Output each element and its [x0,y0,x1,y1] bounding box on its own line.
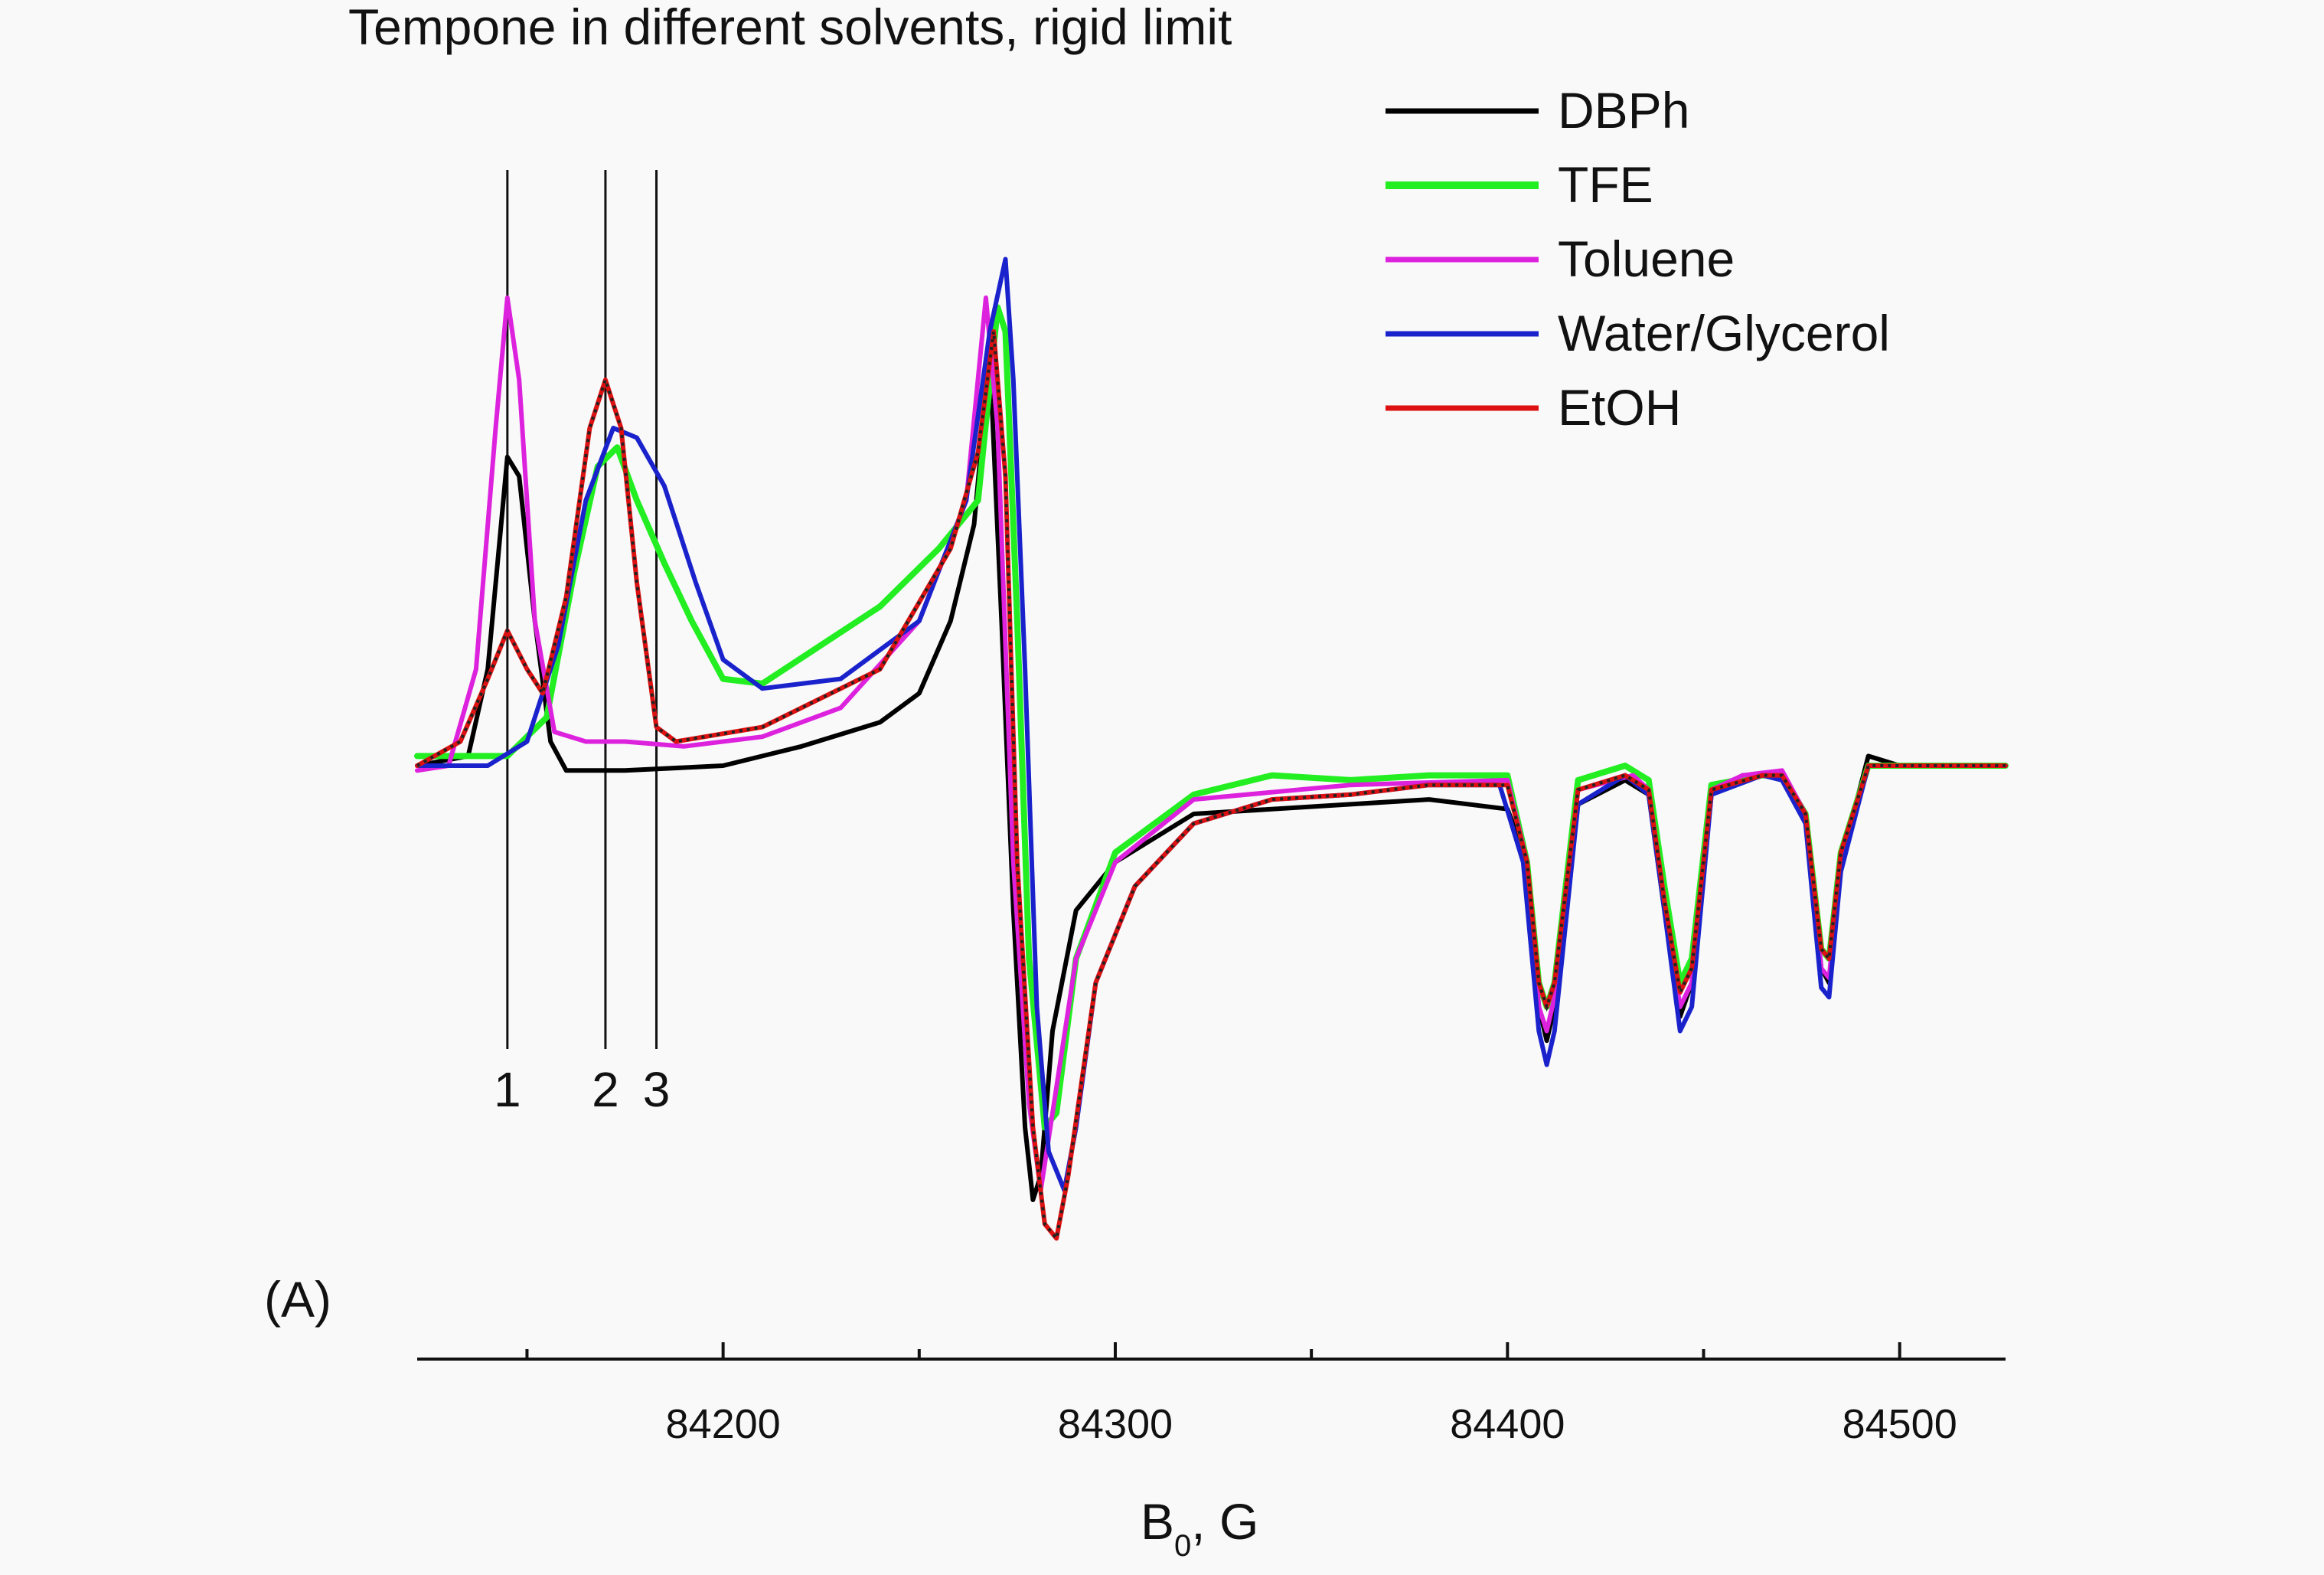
legend-label-dbph: DBPh [1558,82,1689,139]
chart-title: Tempone in different solvents, rigid lim… [348,0,1232,55]
legend-label-tfe: TFE [1558,156,1653,213]
legend: DBPh TFE Toluene Water/Glycerol EtOH [1386,82,1890,436]
x-tick-label: 84500 [1843,1401,1957,1447]
series-line-dotted-overlay [416,331,2006,1243]
x-axis-label-rest: , G [1191,1493,1258,1550]
x-tick-label: 84300 [1058,1401,1173,1447]
x-tick-label: 84200 [666,1401,781,1447]
plot-area [414,257,2009,1243]
x-axis-label: B0, G [1141,1493,1258,1563]
x-axis-label-main: B [1141,1493,1174,1550]
legend-label-etoh: EtOH [1558,379,1681,436]
x-tick-label: 84400 [1450,1401,1565,1447]
x-axis: 84200 84300 84400 84500 [417,1342,2006,1447]
reference-line-label-2: 2 [592,1062,619,1117]
legend-label-toluene: Toluene [1558,230,1735,287]
legend-label-water-glycerol: Water/Glycerol [1558,305,1890,361]
panel-label: (A) [264,1271,331,1328]
series-line-toluene [415,295,2008,1193]
x-axis-label-subscript: 0 [1174,1529,1191,1563]
reference-line-label-1: 1 [494,1062,521,1117]
reference-line-label-3: 3 [643,1062,671,1117]
